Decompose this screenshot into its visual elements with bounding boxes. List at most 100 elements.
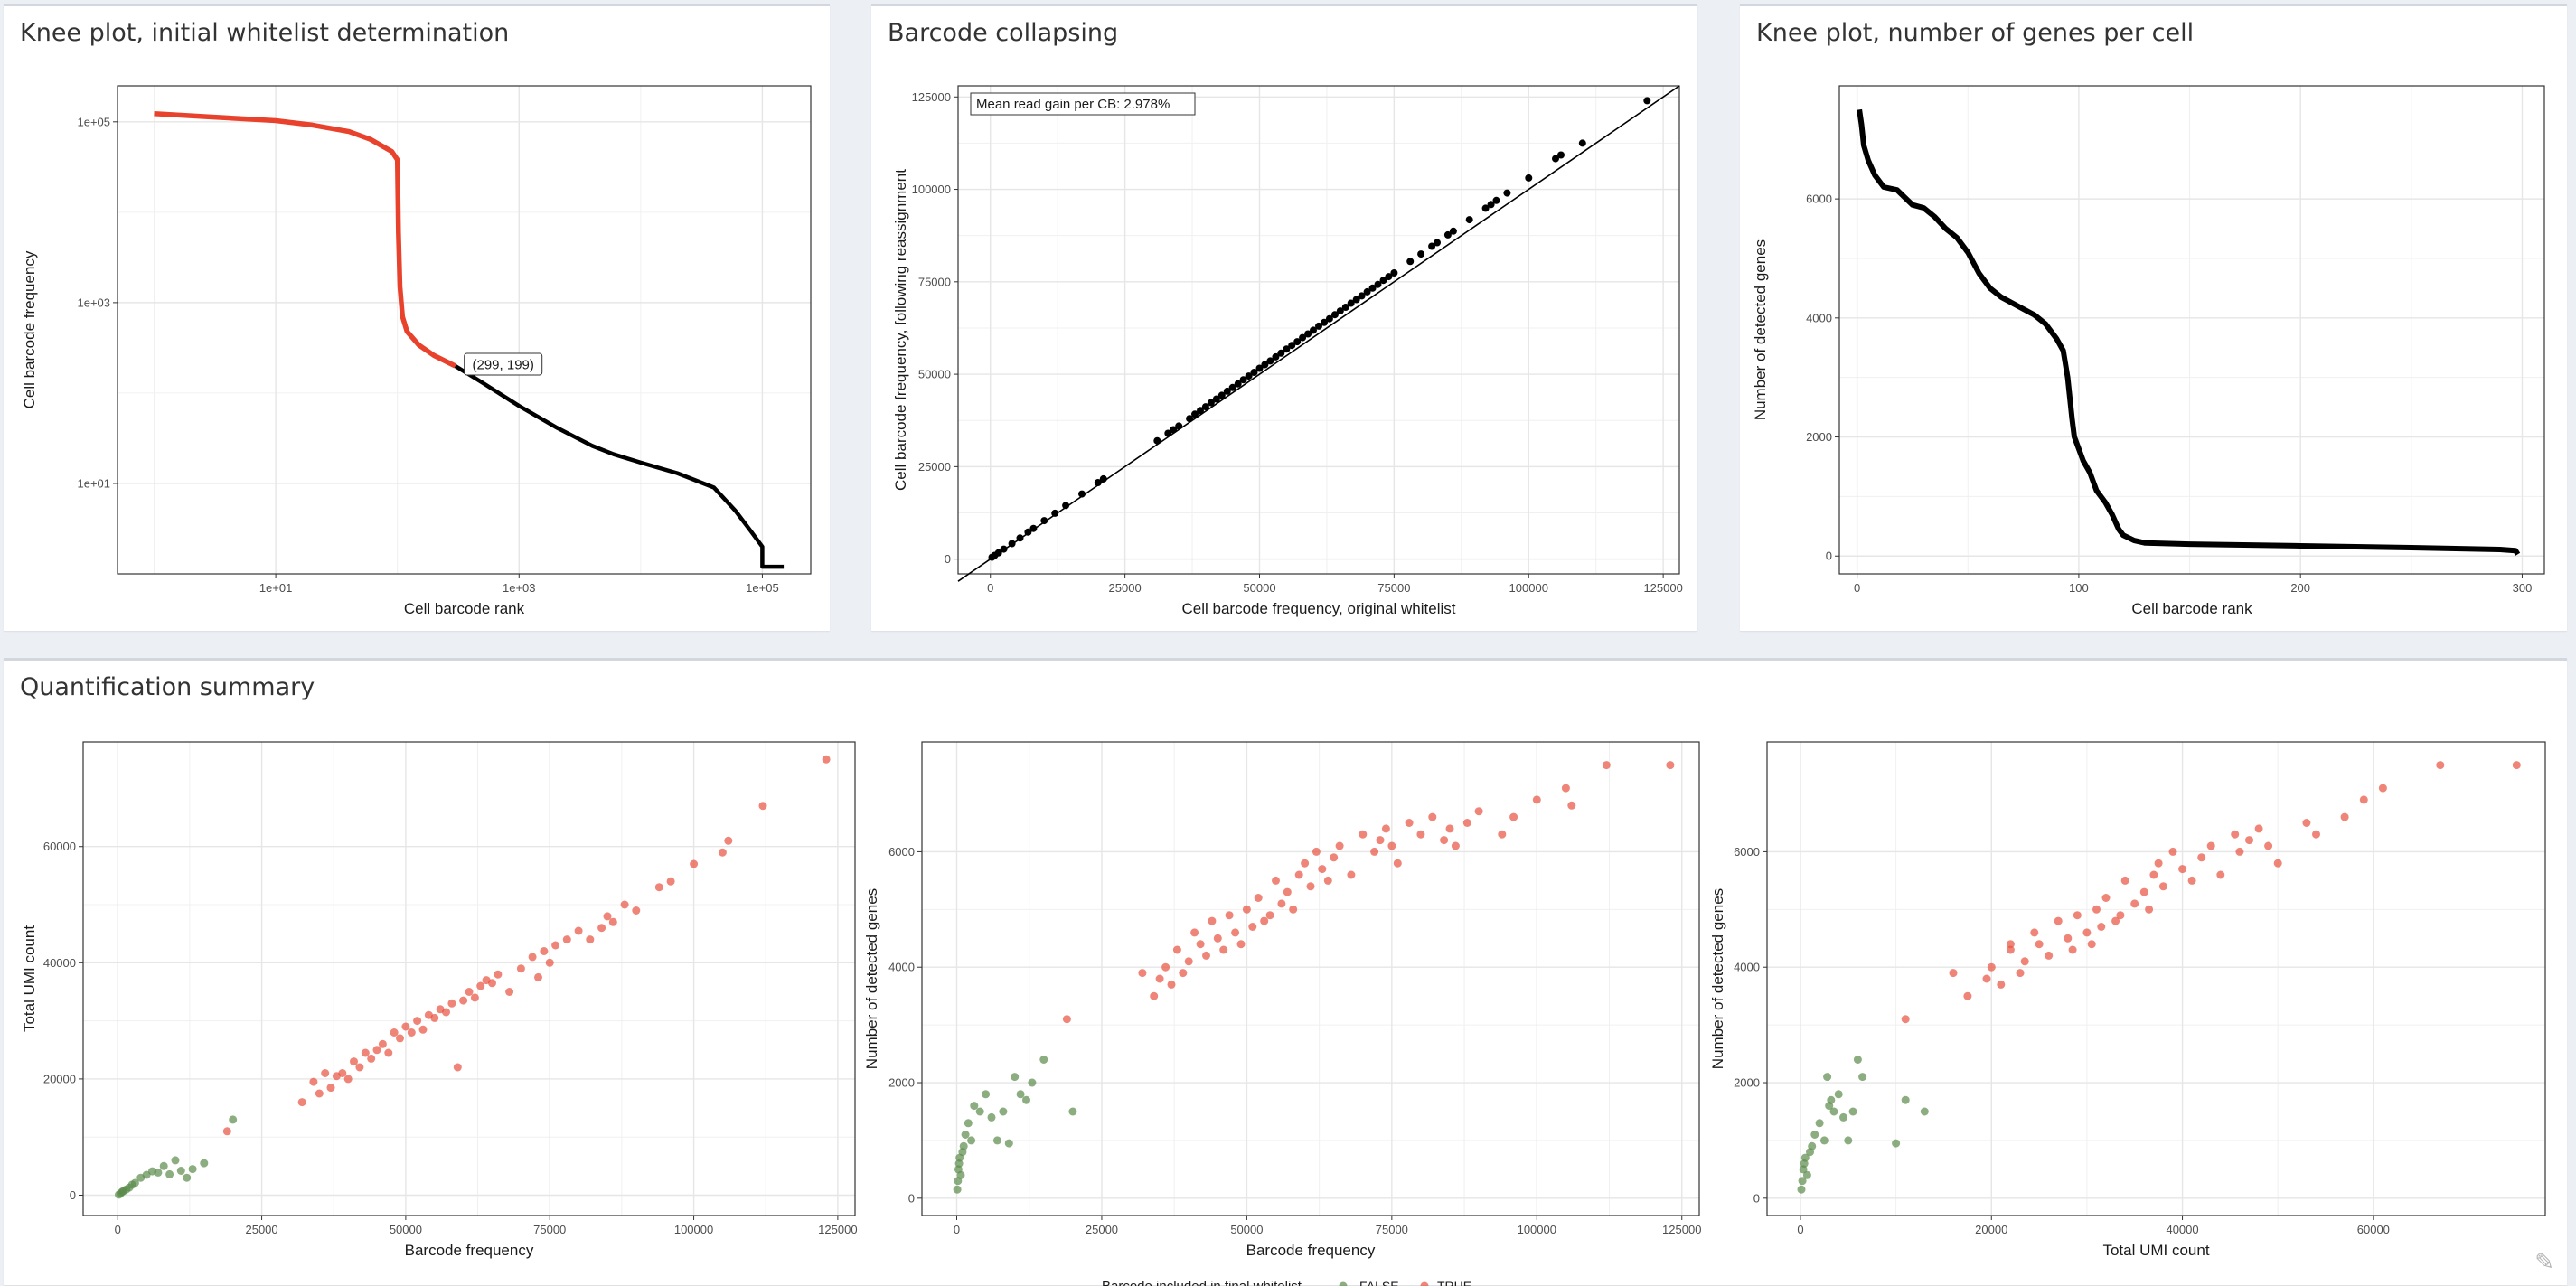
quant3-true-point xyxy=(2207,842,2215,850)
quant1-true-point xyxy=(344,1075,353,1083)
quant3-true-point xyxy=(2379,784,2387,793)
quant3-true-point xyxy=(2436,761,2444,769)
quant3-true-point xyxy=(2302,819,2310,827)
quant2-true-point xyxy=(1138,969,1146,977)
y-axis-title: Number of detected genes xyxy=(1709,888,1726,1069)
quant2-false-point xyxy=(970,1102,978,1110)
quant2-true-point xyxy=(1666,761,1674,769)
quant2-false-point xyxy=(999,1108,1007,1116)
quant3-false-point xyxy=(1798,1186,1806,1194)
quant1-true-point xyxy=(546,959,554,967)
y-tick-label: 1e+05 xyxy=(77,115,110,128)
x-tick-label: 25000 xyxy=(1086,1223,1118,1236)
quant1-false-point xyxy=(183,1174,191,1182)
quant3-true-point xyxy=(2235,848,2243,856)
quant3-true-point xyxy=(2069,946,2077,954)
quant2-true-point xyxy=(1318,865,1326,873)
quant3-true-point xyxy=(2030,928,2038,936)
x-tick-label: 0 xyxy=(987,581,993,595)
pencil-icon[interactable]: ✎ xyxy=(2534,1248,2554,1276)
quant3-true-point xyxy=(2188,877,2196,885)
quant1-true-point xyxy=(465,988,474,996)
collapse-point xyxy=(1466,216,1473,223)
collapse-point xyxy=(1062,502,1069,509)
quant3-true-point xyxy=(2231,831,2239,839)
quant2-true-point xyxy=(1197,940,1205,948)
quant3-true-point xyxy=(2145,906,2153,914)
x-tick-label: 300 xyxy=(2513,581,2533,595)
quant2-true-point xyxy=(1255,894,1263,902)
quant3-true-point xyxy=(2082,928,2091,936)
quant1-true-point xyxy=(534,973,542,981)
quant1-false-point xyxy=(172,1156,180,1164)
x-tick-label: 100000 xyxy=(1509,581,1548,595)
collapse-point xyxy=(1040,517,1048,524)
y-axis-title: Number of detected genes xyxy=(863,888,880,1069)
collapse-point xyxy=(1579,139,1586,146)
quant1-true-point xyxy=(540,947,548,955)
quant1-true-point xyxy=(321,1069,329,1077)
quant3-true-point xyxy=(1950,969,1958,977)
quant3-true-point xyxy=(2130,899,2139,907)
quant2-true-point xyxy=(1289,906,1297,914)
x-tick-label: 75000 xyxy=(1376,1223,1408,1236)
quant3-true-point xyxy=(2513,761,2521,769)
quant3-false-point xyxy=(1823,1073,1831,1081)
quant1-true-point xyxy=(690,860,698,868)
legend-false-swatch xyxy=(1340,1282,1348,1286)
quant2-false-point xyxy=(962,1131,970,1139)
quant2-false-point xyxy=(1005,1140,1013,1148)
collapse-point xyxy=(1406,258,1414,265)
quant1-true-point xyxy=(505,988,513,996)
x-tick-label: 1e+05 xyxy=(746,581,779,595)
collapse-point xyxy=(1390,269,1397,277)
quant2-false-point xyxy=(982,1090,990,1098)
quant3-true-point xyxy=(2245,836,2253,844)
quant1-true-point xyxy=(563,935,571,943)
quant1-true-point xyxy=(459,997,467,1005)
quant1-true-point xyxy=(488,979,496,987)
quant3-true-point xyxy=(2054,917,2063,925)
y-tick-label: 75000 xyxy=(918,275,951,288)
collapse-point xyxy=(1503,190,1510,197)
quant3-true-point xyxy=(2178,865,2186,873)
quant1-false-point xyxy=(229,1115,237,1123)
quant1-true-point xyxy=(367,1055,375,1063)
quant1-true-point xyxy=(632,906,640,915)
y-tick-label: 2000 xyxy=(1806,430,1832,444)
quant3-false-point xyxy=(1849,1108,1857,1116)
quant3-true-point xyxy=(2155,859,2163,868)
quant2-false-point xyxy=(1017,1090,1025,1098)
x-tick-label: 200 xyxy=(2290,581,2310,595)
quant3-false-point xyxy=(1827,1096,1835,1104)
quant1-true-point xyxy=(401,1023,409,1031)
quant2-true-point xyxy=(1179,969,1187,977)
collapse-point xyxy=(1029,525,1037,532)
y-tick-label: 0 xyxy=(70,1188,76,1202)
quant2-true-point xyxy=(1387,842,1396,850)
quant2-true-point xyxy=(1063,1015,1071,1023)
knee2-title: Knee plot, number of genes per cell xyxy=(1756,19,2194,47)
y-tick-label: 4000 xyxy=(1806,311,1832,324)
collapse-point xyxy=(1417,250,1424,258)
quant1-true-point xyxy=(586,935,594,943)
x-tick-label: 125000 xyxy=(1662,1223,1701,1236)
quant2-true-point xyxy=(1312,848,1321,856)
quant3-true-point xyxy=(2274,859,2282,868)
quant2-true-point xyxy=(1359,831,1367,839)
quant1-true-point xyxy=(655,883,663,891)
quant3-true-point xyxy=(2021,957,2029,965)
y-tick-label: 100000 xyxy=(912,183,951,196)
quant1-true-point xyxy=(476,982,484,990)
quant1-true-point xyxy=(390,1028,399,1037)
quant1-false-point xyxy=(154,1169,162,1177)
quant2-true-point xyxy=(1446,824,1454,832)
quant1-true-point xyxy=(597,924,606,932)
quant2-false-point xyxy=(964,1119,973,1127)
quant3-true-point xyxy=(2159,882,2167,890)
quant2-true-point xyxy=(1567,802,1575,810)
quant-title: Quantification summary xyxy=(20,673,315,701)
quant2-true-point xyxy=(1295,871,1303,879)
x-axis-title: Barcode frequency xyxy=(1246,1242,1376,1259)
